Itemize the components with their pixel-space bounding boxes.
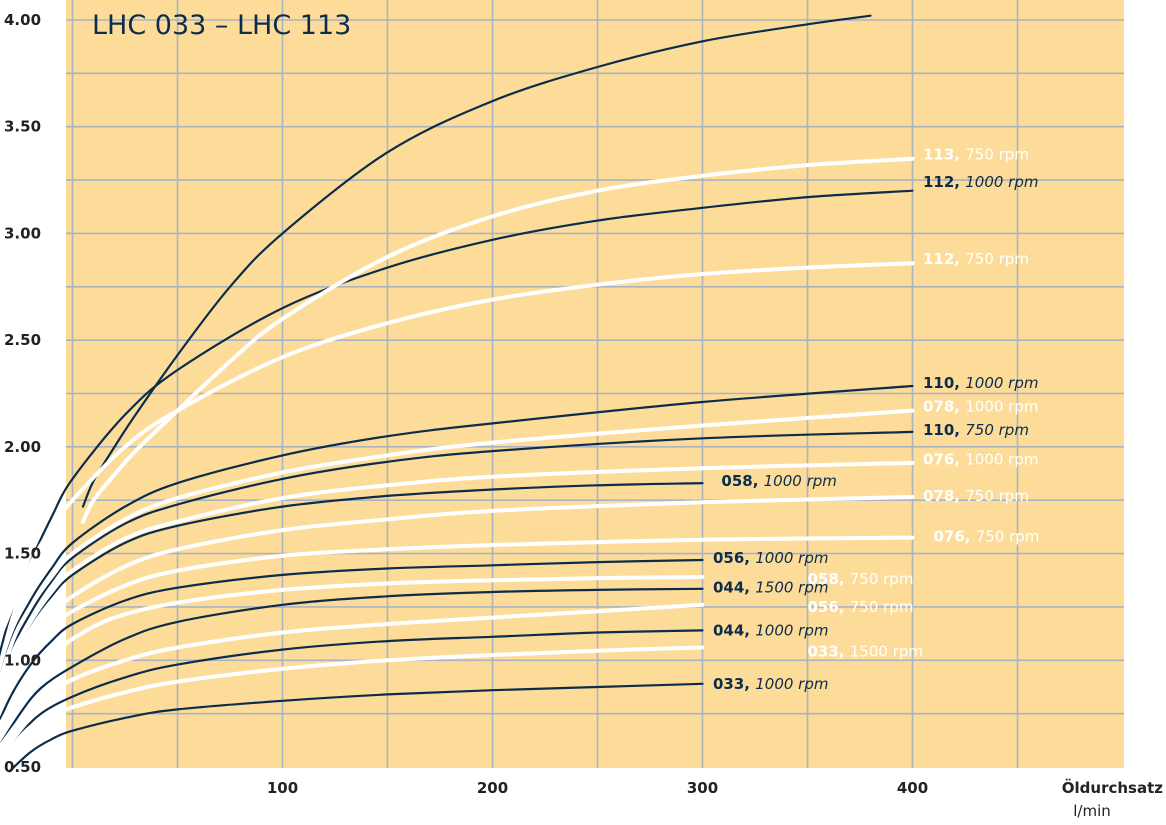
x-tick-label: 400 [897, 779, 928, 797]
curve-label: 113, 750 rpm [923, 145, 1029, 163]
series-navy-lines [0, 14, 914, 773]
curve-label-model: 058, [721, 472, 763, 490]
curve-label-speed: 1500 rpm [850, 643, 923, 661]
curve-label-speed: 1000 rpm [965, 397, 1038, 415]
curve-label-speed: 750 rpm [850, 598, 914, 616]
y-tick-label: 2.00 [4, 438, 41, 456]
curve-label-speed: 750 rpm [850, 570, 914, 588]
series-line-044-1000-rpm [0, 629, 704, 768]
y-tick-label: 1.00 [4, 651, 41, 669]
curve-label-model: 113, [923, 145, 965, 163]
series-line-033-1000-rpm [8, 682, 704, 773]
curve-label: 058, 1000 rpm [721, 472, 836, 490]
series-white-lines [0, 156, 915, 769]
x-tick-label: 200 [477, 779, 508, 797]
series-line-113-750-rpm [81, 156, 915, 524]
curve-label: 078, 1000 rpm [923, 397, 1038, 415]
curve-label: 076, 750 rpm [934, 527, 1040, 545]
curve-label-model: 044, [713, 621, 755, 639]
y-tick-label: 0.50 [4, 758, 41, 776]
curve-label: 033, 1500 rpm [808, 643, 923, 661]
series-line-113-1000-rpm [81, 14, 872, 508]
curve-label-speed: 1000 rpm [965, 374, 1038, 392]
series-line-056-750-rpm [0, 602, 705, 750]
x-axis-unit: l/min [1073, 802, 1111, 820]
curve-label: 076, 1000 rpm [923, 451, 1038, 469]
curve-label: 058, 750 rpm [808, 570, 914, 588]
curve-label-model: 110, [923, 374, 965, 392]
curve-label: 112, 1000 rpm [923, 173, 1038, 191]
series-line-112-750-rpm [0, 261, 915, 643]
series-line-058-750-rpm [0, 575, 705, 730]
curve-label: 056, 750 rpm [808, 598, 914, 616]
curve-label-model: 044, [713, 579, 755, 597]
curve-label-speed: 1000 rpm [755, 549, 828, 567]
curve-label-speed: 1000 rpm [965, 173, 1038, 191]
series-line-076-750-rpm [0, 535, 915, 705]
y-tick-label: 4.00 [4, 11, 41, 29]
curve-label-speed: 750 rpm [965, 487, 1029, 505]
curve-label-speed: 750 rpm [965, 250, 1029, 268]
x-tick-label: 100 [267, 779, 298, 797]
curve-label-model: 076, [923, 451, 965, 469]
curve-label-speed: 1000 rpm [764, 472, 837, 490]
curve-label: 110, 750 rpm [923, 421, 1029, 439]
curve-label-model: 112, [923, 173, 965, 191]
plot-background [66, 0, 1124, 768]
y-tick-label: 3.50 [4, 118, 41, 136]
grid [66, 0, 1124, 768]
curve-label-model: 033, [713, 675, 755, 693]
curve-label: 044, 1000 rpm [713, 621, 828, 639]
curve-label-model: 078, [923, 397, 965, 415]
curve-label-speed: 1500 rpm [755, 579, 828, 597]
series-line-056-1000-rpm [0, 558, 704, 723]
curve-label: 044, 1500 rpm [713, 579, 828, 597]
series-line-044-1500-rpm [0, 587, 704, 747]
series-line-078-1000-rpm [0, 408, 915, 687]
x-tick-label: 300 [687, 779, 718, 797]
curve-label-speed: 750 rpm [965, 421, 1029, 439]
curve-label-speed: 1000 rpm [755, 621, 828, 639]
curve-label-speed: 1000 rpm [965, 451, 1038, 469]
curve-label-model: 056, [808, 598, 850, 616]
curve-label: 056, 1000 rpm [713, 549, 828, 567]
curve-label: 112, 750 rpm [923, 250, 1029, 268]
series-line-110-750-rpm [0, 430, 914, 689]
series-line-033-1500-rpm [0, 645, 705, 769]
curve-label-speed: 1000 rpm [755, 675, 828, 693]
curve-label-speed: 750 rpm [976, 527, 1040, 545]
x-axis-ticks: 100 200 300 400 [267, 779, 928, 797]
series-line-078-750-rpm [0, 495, 915, 701]
y-tick-label: 2.50 [4, 331, 41, 349]
y-axis-ticks: 0.50 1.00 1.50 2.00 2.50 3.00 3.50 4.00 [4, 11, 41, 776]
curve-label-model: 056, [713, 549, 755, 567]
curve-label-model: 112, [923, 250, 965, 268]
curve-label-speed: 750 rpm [965, 145, 1029, 163]
x-axis-label: Öldurchsatz [1062, 778, 1163, 797]
series-line-076-1000-rpm [0, 460, 915, 694]
curve-label: 078, 750 rpm [923, 487, 1029, 505]
series-line-110-1000-rpm [0, 384, 914, 681]
curve-label: 110, 1000 rpm [923, 374, 1038, 392]
chart-title: LHC 033 – LHC 113 [92, 10, 351, 41]
y-tick-label: 1.50 [4, 545, 41, 563]
curve-label-model: 058, [808, 570, 850, 588]
curve-label-model: 078, [923, 487, 965, 505]
curve-label-model: 033, [808, 643, 850, 661]
y-tick-label: 3.00 [4, 224, 41, 242]
curve-label-model: 110, [923, 421, 965, 439]
curve-label-model: 076, [934, 527, 976, 545]
curve-label: 033, 1000 rpm [713, 675, 828, 693]
